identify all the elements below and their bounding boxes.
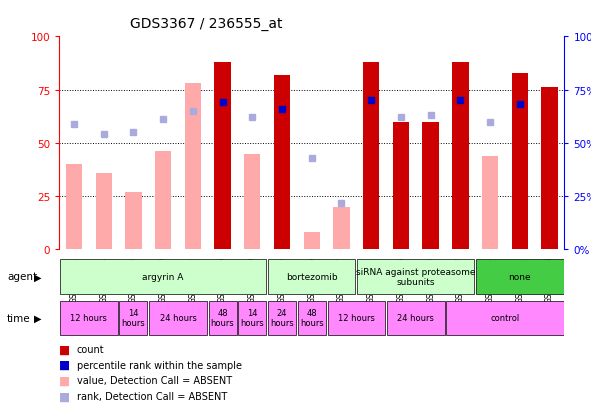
Bar: [452, 63, 469, 250]
Bar: [268, 301, 296, 335]
Bar: [155, 152, 171, 250]
Text: ■: ■: [59, 342, 70, 356]
Bar: [423, 122, 439, 250]
Text: bortezomib: bortezomib: [286, 272, 337, 281]
Bar: [125, 192, 142, 250]
Bar: [60, 260, 267, 294]
Bar: [215, 63, 230, 250]
Bar: [446, 301, 563, 335]
Bar: [482, 156, 498, 250]
Text: none: none: [508, 272, 531, 281]
Text: agent: agent: [7, 272, 37, 282]
Text: ▶: ▶: [34, 272, 42, 282]
Bar: [238, 301, 267, 335]
Bar: [387, 301, 444, 335]
Text: 14
hours: 14 hours: [122, 309, 145, 328]
Bar: [66, 165, 82, 250]
Text: 24
hours: 24 hours: [270, 309, 294, 328]
Bar: [184, 84, 201, 250]
Text: time: time: [7, 313, 31, 323]
Bar: [363, 63, 379, 250]
Text: percentile rank within the sample: percentile rank within the sample: [77, 360, 242, 370]
Text: GDS3367 / 236555_at: GDS3367 / 236555_at: [130, 17, 282, 31]
Text: 14
hours: 14 hours: [241, 309, 264, 328]
Bar: [298, 301, 326, 335]
Text: 48
hours: 48 hours: [211, 309, 235, 328]
Bar: [327, 301, 385, 335]
Bar: [274, 76, 290, 250]
Bar: [541, 88, 558, 250]
Bar: [119, 301, 147, 335]
Text: 12 hours: 12 hours: [338, 313, 375, 323]
Bar: [512, 74, 528, 250]
Text: ■: ■: [59, 358, 70, 371]
Text: siRNA against proteasome
subunits: siRNA against proteasome subunits: [356, 267, 476, 286]
Bar: [96, 173, 112, 250]
Text: 12 hours: 12 hours: [70, 313, 107, 323]
Text: 24 hours: 24 hours: [160, 313, 196, 323]
Bar: [304, 233, 320, 250]
Text: value, Detection Call = ABSENT: value, Detection Call = ABSENT: [77, 375, 232, 385]
Bar: [393, 122, 409, 250]
Text: ▶: ▶: [34, 313, 42, 323]
Bar: [209, 301, 236, 335]
Bar: [244, 154, 261, 250]
Bar: [60, 301, 118, 335]
Bar: [149, 301, 207, 335]
Text: argyrin A: argyrin A: [142, 272, 184, 281]
Text: 24 hours: 24 hours: [397, 313, 434, 323]
Text: ■: ■: [59, 389, 70, 403]
Bar: [333, 207, 350, 250]
Text: 48
hours: 48 hours: [300, 309, 324, 328]
Bar: [268, 260, 355, 294]
Bar: [357, 260, 475, 294]
Text: control: control: [491, 313, 519, 323]
Text: count: count: [77, 344, 105, 354]
Bar: [476, 260, 563, 294]
Text: rank, Detection Call = ABSENT: rank, Detection Call = ABSENT: [77, 391, 227, 401]
Text: ■: ■: [59, 374, 70, 387]
